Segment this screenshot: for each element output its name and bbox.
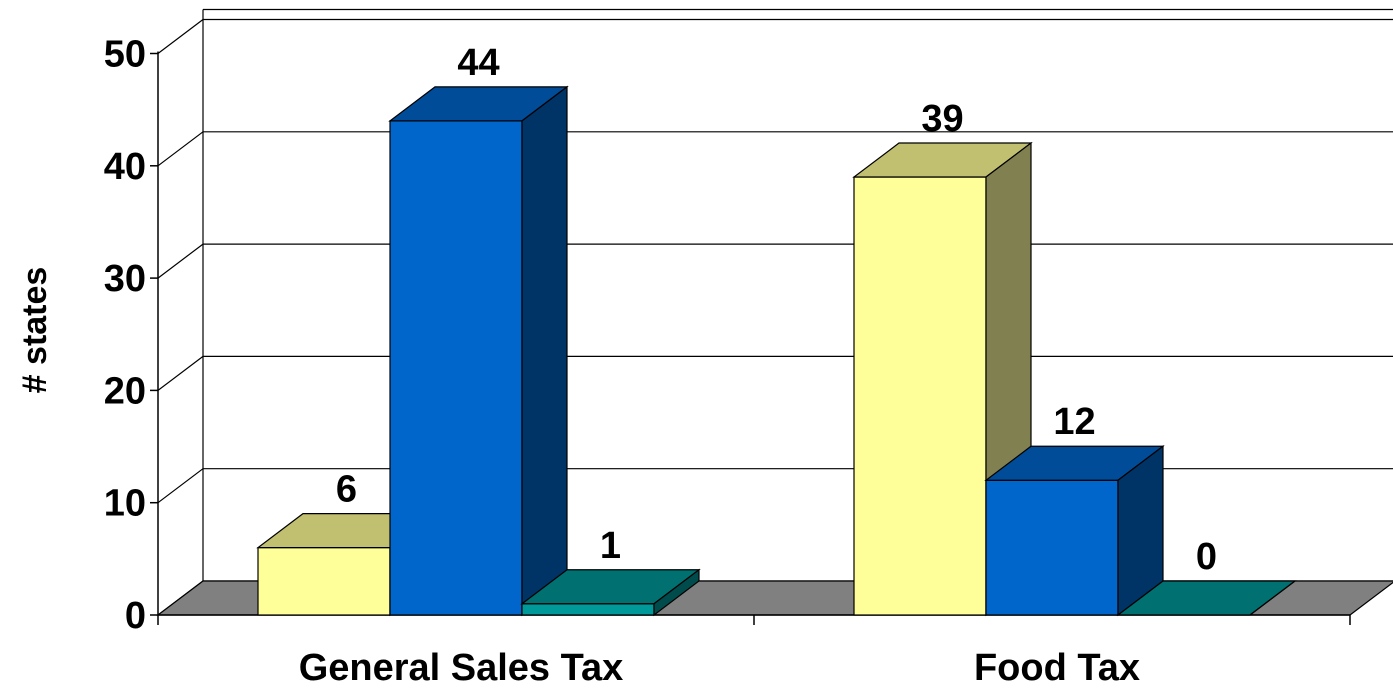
gridline-depth	[157, 243, 204, 279]
bar-front	[389, 120, 523, 616]
gridline-depth	[157, 355, 204, 391]
x-category-label: Food Tax	[974, 647, 1140, 689]
data-label: 12	[1053, 401, 1095, 443]
y-tick-label: 40	[104, 146, 146, 188]
bars: 6 44 1 39 12 0	[256, 42, 1297, 617]
data-label: 6	[336, 469, 357, 511]
data-label: 0	[1196, 536, 1217, 578]
bar-front	[985, 479, 1119, 616]
y-tick-label: 20	[104, 370, 146, 412]
x-category-label: General Sales Tax	[299, 647, 624, 689]
y-tick-label: 0	[125, 595, 146, 637]
bar-front	[521, 603, 655, 616]
bar-side	[1249, 580, 1296, 616]
data-label: 1	[600, 525, 621, 567]
bar: 12	[984, 401, 1165, 617]
y-tick-label: 50	[104, 34, 146, 76]
data-label: 44	[457, 42, 499, 84]
y-tick-label: 10	[104, 483, 146, 525]
bar-side	[653, 568, 700, 617]
bar: 0	[1116, 536, 1297, 616]
gridline-depth	[157, 468, 204, 504]
y-tick-label: 30	[104, 258, 146, 300]
gridline-depth	[157, 19, 204, 54]
bar: 1	[520, 525, 701, 617]
y-axis-title: # states	[16, 267, 54, 394]
bar-side	[521, 85, 568, 617]
data-label: 39	[921, 98, 963, 140]
gridline-depth	[157, 131, 204, 167]
bar-front	[257, 547, 391, 616]
bar: 44	[388, 42, 569, 617]
bar-front	[853, 176, 987, 616]
